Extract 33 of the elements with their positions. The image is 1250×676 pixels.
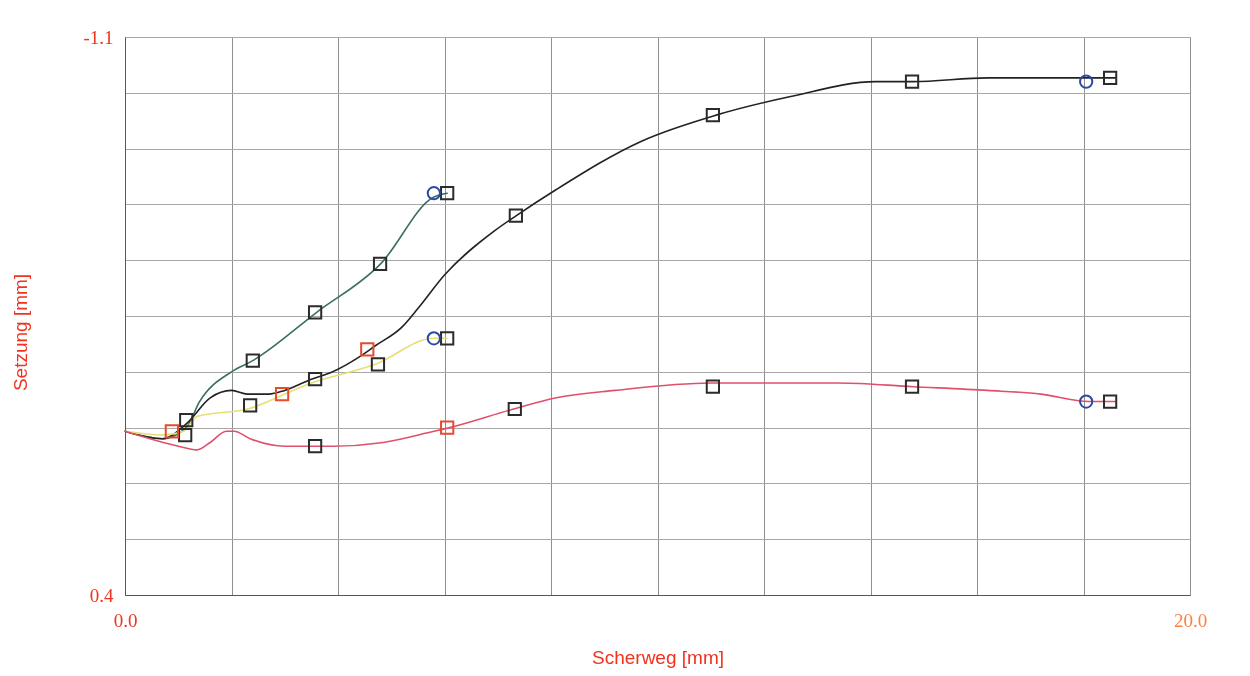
- x-axis-title: Scherweg [mm]: [592, 646, 724, 668]
- point: [372, 256, 388, 272]
- x-tick-label: 0.0: [113, 609, 138, 631]
- point: [440, 186, 455, 201]
- point: [426, 331, 441, 346]
- y-axis-title: Setzung [mm]: [9, 273, 31, 392]
- x-tick-label: 20.0: [1173, 609, 1208, 631]
- point: [370, 357, 386, 372]
- point: [508, 208, 523, 223]
- y-tick-label: 0.4: [89, 584, 114, 606]
- point: [1103, 394, 1118, 409]
- point: [243, 398, 258, 413]
- point: [307, 372, 323, 387]
- point: [440, 420, 455, 435]
- point: [164, 424, 179, 439]
- y-tick-label: -1.1: [83, 26, 114, 48]
- point: [179, 413, 194, 428]
- point: [307, 305, 323, 320]
- point: [705, 379, 720, 394]
- point: [245, 353, 260, 368]
- point: [426, 186, 441, 201]
- point: [1103, 70, 1118, 86]
- point: [1079, 394, 1094, 409]
- point: [904, 379, 920, 394]
- point: [307, 439, 323, 454]
- point: [440, 331, 455, 346]
- point: [178, 427, 193, 443]
- point: [507, 401, 522, 417]
- point: [705, 108, 720, 123]
- point: [1079, 74, 1094, 89]
- point: [274, 387, 290, 402]
- point: [360, 342, 375, 357]
- point: [904, 74, 920, 89]
